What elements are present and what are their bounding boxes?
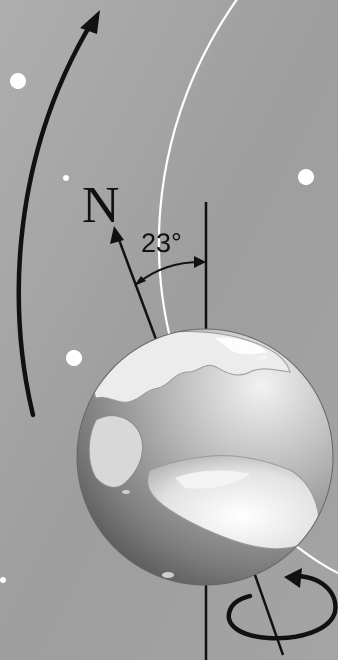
star	[0, 577, 6, 583]
star	[63, 175, 69, 181]
star	[10, 73, 26, 89]
circular-rotation-arrow-icon	[226, 568, 338, 641]
island	[162, 572, 174, 578]
angle-arc	[134, 256, 206, 286]
island	[256, 355, 268, 361]
continent-north-shade	[215, 337, 268, 355]
stars	[0, 73, 314, 583]
earth-globe	[76, 328, 334, 586]
star	[298, 169, 314, 185]
north-label: N	[82, 177, 120, 234]
north-axis-arrow	[110, 226, 159, 343]
continent-west	[88, 415, 143, 488]
star	[66, 350, 82, 366]
continent-south-detail	[175, 470, 250, 489]
island	[122, 490, 130, 494]
south-axis-line	[253, 574, 285, 656]
curved-arrow-up-icon	[16, 10, 100, 418]
tilt-angle-label: 23°	[141, 228, 182, 258]
